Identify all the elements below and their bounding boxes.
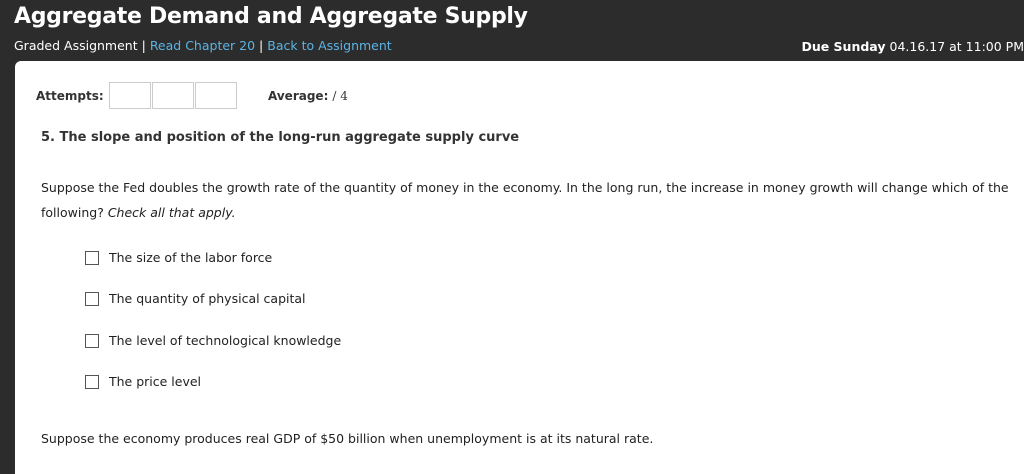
separator: | xyxy=(141,38,146,53)
checkbox[interactable] xyxy=(85,333,99,348)
option-price-level[interactable]: The price level xyxy=(85,374,201,389)
due-label: Due Sunday xyxy=(801,39,886,54)
option-label: The size of the labor force xyxy=(109,250,273,265)
checkbox[interactable] xyxy=(85,250,99,265)
prompt-text: Suppose the Fed doubles the growth rate … xyxy=(41,180,1009,220)
average: Average:/ 4 xyxy=(268,89,348,103)
option-technological-knowledge[interactable]: The level of technological knowledge xyxy=(85,333,341,348)
option-label: The level of technological knowledge xyxy=(109,333,342,348)
assignment-type: Graded Assignment xyxy=(14,38,138,53)
attempt-box xyxy=(152,82,194,109)
attempt-boxes xyxy=(109,82,238,109)
option-label: The quantity of physical capital xyxy=(109,291,306,306)
average-value: / 4 xyxy=(332,89,348,103)
option-label: The price level xyxy=(109,374,202,389)
question-title: 5. The slope and position of the long-ru… xyxy=(41,130,520,145)
attempts-label: Attempts: xyxy=(36,89,104,103)
attempt-box xyxy=(109,82,151,109)
checkbox[interactable] xyxy=(85,374,99,389)
attempt-box xyxy=(195,82,237,109)
instruction: Check all that apply. xyxy=(107,205,236,220)
question-panel: Attempts: Average:/ 4 5. The slope and p… xyxy=(15,61,1024,474)
due-value: 04.16.17 at 11:00 PM xyxy=(889,39,1024,54)
followup-text: Suppose the economy produces real GDP of… xyxy=(41,431,654,446)
average-label: Average: xyxy=(268,89,329,103)
checkbox[interactable] xyxy=(85,291,99,306)
read-chapter-link[interactable]: Read Chapter 20 xyxy=(149,38,256,53)
page-title: Aggregate Demand and Aggregate Supply xyxy=(14,4,528,29)
question-prompt: Suppose the Fed doubles the growth rate … xyxy=(41,175,1021,225)
option-labor-force[interactable]: The size of the labor force xyxy=(85,250,272,265)
due-date: Due Sunday 04.16.17 at 11:00 PM xyxy=(801,39,1024,54)
option-physical-capital[interactable]: The quantity of physical capital xyxy=(85,291,306,306)
back-to-assignment-link[interactable]: Back to Assignment xyxy=(267,38,392,53)
separator: | xyxy=(259,38,264,53)
breadcrumb: Graded Assignment | Read Chapter 20 | Ba… xyxy=(14,38,392,53)
